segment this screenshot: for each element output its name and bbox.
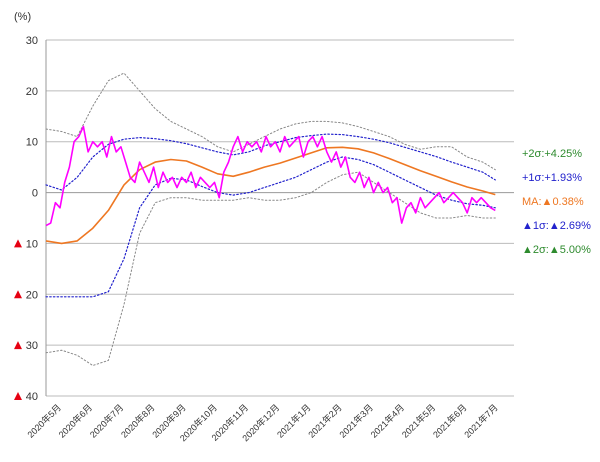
unit-label: (%) [14, 11, 31, 23]
series-line-+1σ [45, 133, 496, 191]
y-tick-label: 20 [26, 86, 38, 98]
negative-marker-icon [14, 290, 22, 299]
series-line-MA [45, 146, 496, 245]
negative-marker-icon [14, 392, 22, 400]
grid [45, 39, 514, 397]
series-line-+2σ [45, 72, 496, 171]
legend-entry: +1σ:+1.93% [522, 172, 582, 184]
y-tick-label: 30 [26, 35, 38, 47]
series [45, 72, 496, 366]
y-tick-label: 30 [26, 340, 38, 352]
series-line--1σ [45, 156, 496, 298]
y-tick-label: 10 [26, 238, 38, 250]
y-axis-ticks: 30 20 10 0 10 20 30 40 [14, 35, 38, 403]
series-line--2σ [45, 171, 496, 366]
series-line-price_deviation [45, 125, 496, 227]
y-tick-label: 40 [26, 391, 38, 403]
legend-entry: ▲1σ:▲2.69% [522, 220, 591, 232]
y-tick-label: 20 [26, 289, 38, 301]
legend-entry: MA:▲0.38% [522, 196, 584, 208]
x-axis-ticks: 2020年5月2020年6月2020年7月2020年8月2020年9月2020年… [25, 402, 500, 444]
legend-entry: ▲2σ:▲5.00% [522, 244, 591, 256]
negative-marker-icon [14, 239, 22, 248]
negative-marker-icon [14, 341, 22, 350]
y-tick-label: 0 [32, 188, 38, 200]
legend-entry: +2σ:+4.25% [522, 148, 582, 160]
x-tick-label: 2021年7月 [462, 402, 500, 440]
y-tick-label: 10 [26, 137, 38, 149]
legend: +2σ:+4.25% +1σ:+1.93% MA:▲0.38% ▲1σ:▲2.69% ▲… [522, 148, 591, 256]
